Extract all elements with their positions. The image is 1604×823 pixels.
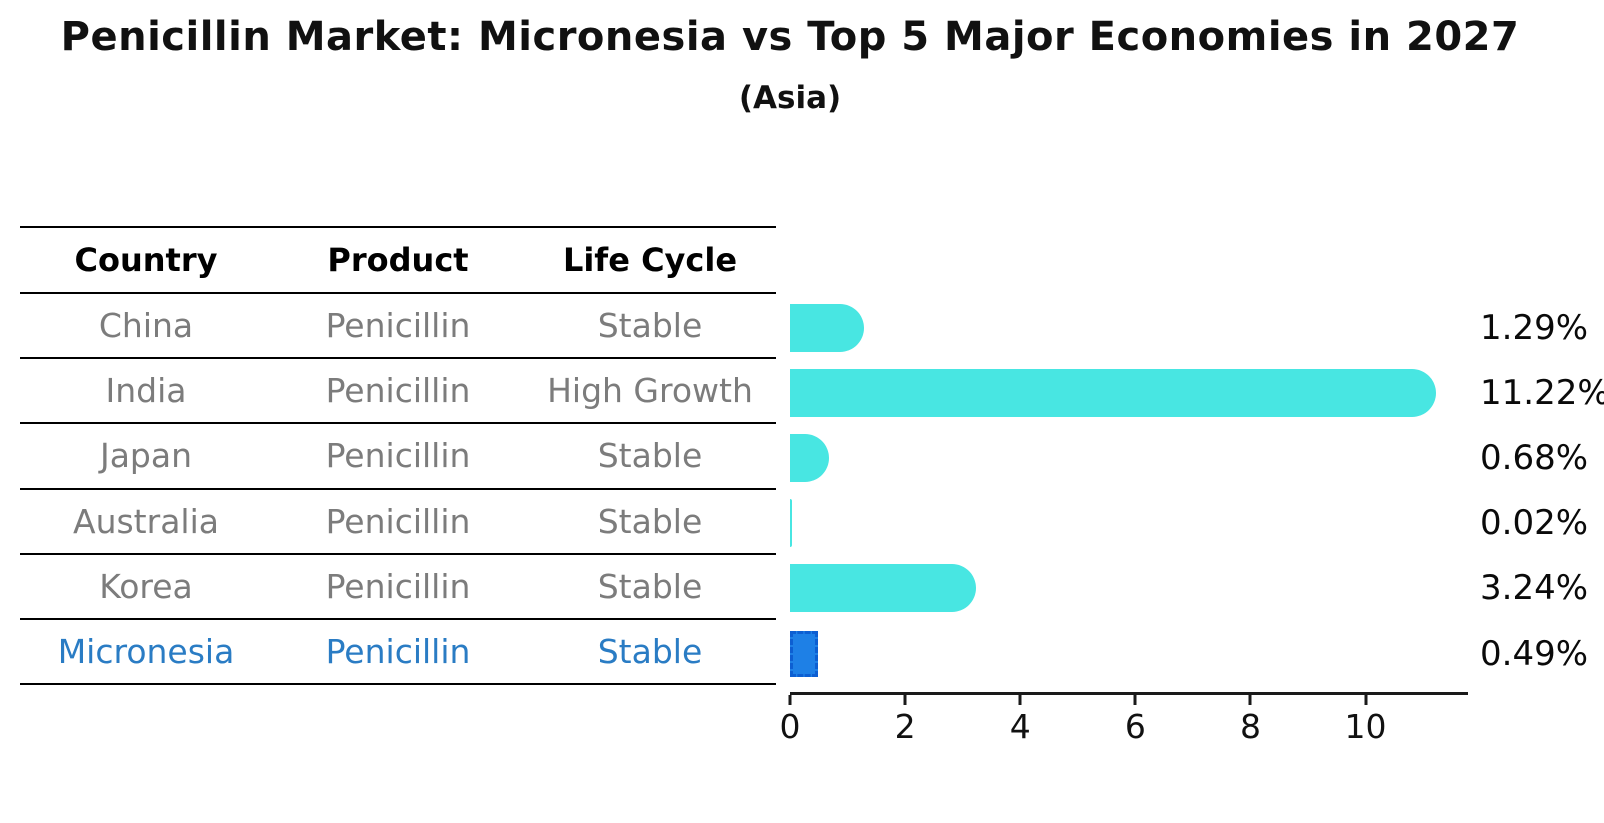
cell-country: China <box>98 306 194 346</box>
table-header-lifecycle: Life Cycle <box>562 241 738 279</box>
bar-micronesia <box>790 630 819 677</box>
bar-china <box>790 303 865 352</box>
x-axis-line <box>790 692 1468 695</box>
x-tick-label: 6 <box>1124 707 1146 746</box>
value-label-korea: 3.24% <box>1480 568 1589 609</box>
table-header-country: Country <box>74 241 218 279</box>
x-tick-mark <box>1133 695 1137 705</box>
cell-product: Penicillin <box>325 371 471 411</box>
value-label-micronesia: 0.49% <box>1480 633 1589 674</box>
cell-country: Japan <box>99 436 193 476</box>
cell-country: Australia <box>73 501 219 541</box>
value-label-australia: 0.02% <box>1480 503 1589 544</box>
x-tick-mark <box>1248 695 1252 705</box>
cell-country: Korea <box>99 566 193 606</box>
table-header-product: Product <box>327 241 469 279</box>
x-tick-label: 2 <box>894 707 916 746</box>
bar-korea <box>790 564 977 613</box>
table-row-micronesia: Micronesia Penicillin Stable <box>20 620 776 686</box>
cell-life-cycle: Stable <box>597 566 703 606</box>
value-label-china: 1.29% <box>1480 307 1589 348</box>
x-tick-label: 8 <box>1239 707 1261 746</box>
bar-australia <box>790 499 792 548</box>
cell-product: Penicillin <box>325 566 471 606</box>
x-tick-label: 0 <box>779 707 801 746</box>
cell-country: India <box>105 371 187 411</box>
chart-subtitle: (Asia) <box>738 80 842 116</box>
x-tick-mark <box>1364 695 1368 705</box>
cell-life-cycle: Stable <box>597 436 703 476</box>
table-row-australia: Australia Penicillin Stable <box>20 490 776 555</box>
table-row-korea: Korea Penicillin Stable <box>20 555 776 620</box>
x-tick-mark <box>788 695 792 705</box>
value-label-japan: 0.68% <box>1480 438 1589 478</box>
cell-life-cycle: Stable <box>597 306 703 346</box>
table-row-india: India Penicillin High Growth <box>20 359 776 425</box>
value-label-india: 11.22% <box>1480 372 1604 413</box>
cell-life-cycle: Stable <box>597 632 703 672</box>
table-row-china: China Penicillin Stable <box>20 294 776 360</box>
table-header-row: Country Product Life Cycle <box>20 228 776 294</box>
country-table: Country Product Life Cycle China Penicill… <box>20 226 776 686</box>
x-tick-label: 4 <box>1009 707 1031 746</box>
x-tick-mark <box>903 695 907 705</box>
bar-india <box>790 368 1436 417</box>
cell-product: Penicillin <box>325 501 471 541</box>
chart-title: Penicillin Market: Micronesia vs Top 5 M… <box>60 14 1520 60</box>
cell-life-cycle: Stable <box>597 501 703 541</box>
cell-country: Micronesia <box>57 632 235 672</box>
x-tick-mark <box>1018 695 1022 705</box>
cell-product: Penicillin <box>325 436 471 476</box>
table-row-japan: Japan Penicillin Stable <box>20 424 776 490</box>
x-tick-label: 10 <box>1344 707 1387 746</box>
table-body: China Penicillin Stable India Penicillin High… <box>20 294 776 686</box>
cell-product: Penicillin <box>325 306 471 346</box>
cell-life-cycle: High Growth <box>547 371 753 411</box>
bar-japan <box>790 434 830 482</box>
cell-product: Penicillin <box>325 632 471 672</box>
